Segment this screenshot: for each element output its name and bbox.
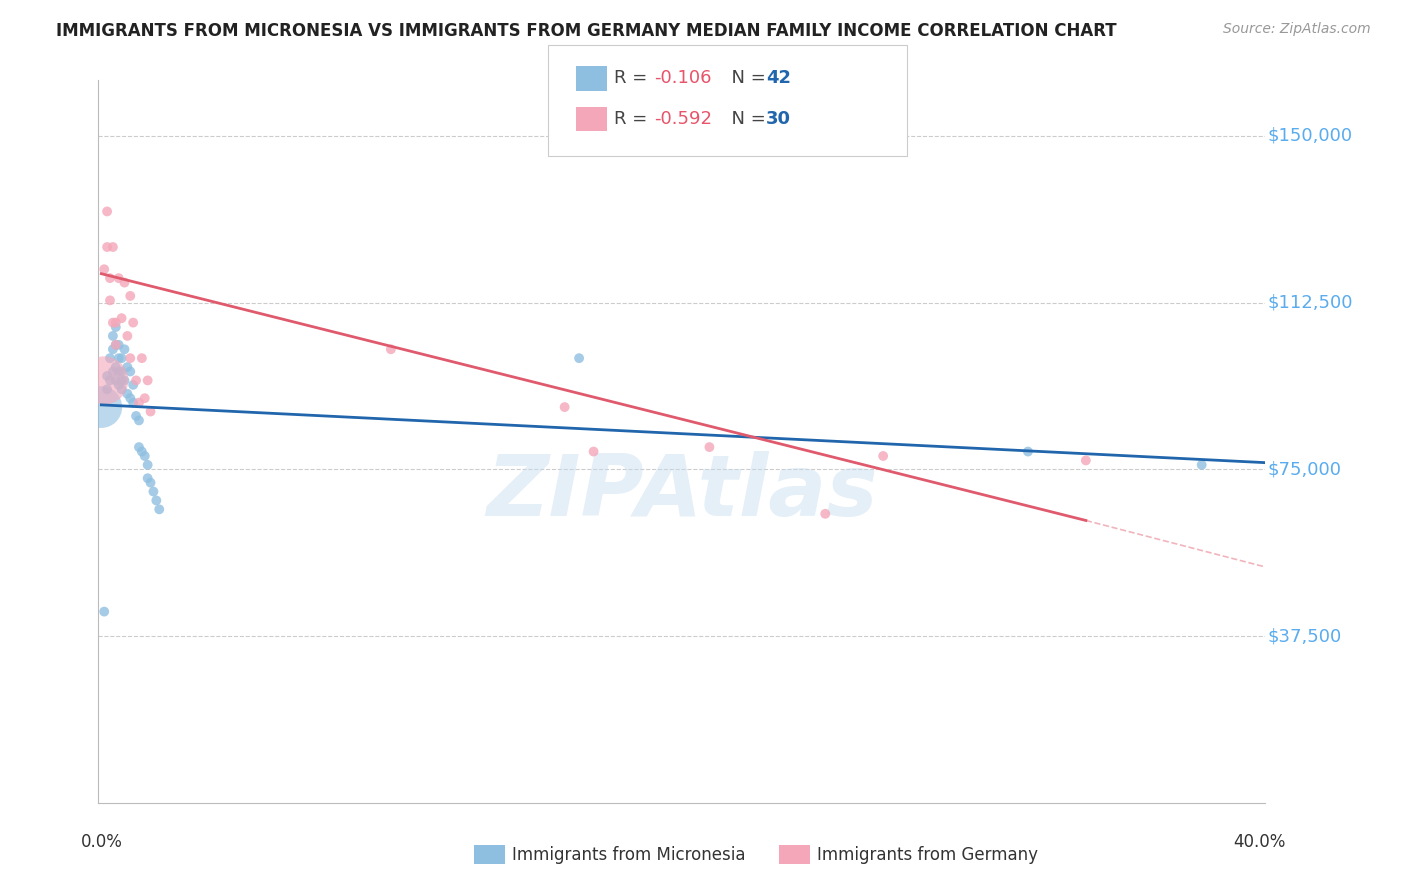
Point: [131, 444, 153, 458]
Text: ZIPAtlas: ZIPAtlas: [486, 450, 877, 533]
Point: [120, 364, 142, 378]
Point: [117, 329, 139, 343]
Text: 30: 30: [766, 110, 792, 128]
Point: [117, 360, 139, 375]
Point: [96, 368, 118, 383]
Point: [120, 289, 142, 303]
Point: [128, 413, 150, 427]
Point: [110, 382, 132, 396]
Point: [568, 351, 591, 366]
Point: [1074, 453, 1097, 467]
Point: [148, 502, 170, 516]
Point: [114, 343, 136, 357]
Point: [101, 240, 124, 254]
Point: [122, 395, 145, 409]
Point: [128, 395, 150, 409]
Point: [110, 373, 132, 387]
Point: [104, 360, 127, 375]
Text: R =: R =: [614, 70, 654, 87]
Point: [872, 449, 894, 463]
Point: [145, 493, 167, 508]
Point: [125, 409, 148, 423]
Text: $75,000: $75,000: [1268, 460, 1341, 478]
Text: $150,000: $150,000: [1268, 127, 1353, 145]
Text: N =: N =: [720, 70, 772, 87]
Point: [93, 605, 115, 619]
Point: [117, 386, 139, 401]
Point: [114, 276, 136, 290]
Text: N =: N =: [720, 110, 772, 128]
Point: [699, 440, 721, 454]
Point: [107, 338, 129, 352]
Point: [110, 364, 132, 378]
Point: [98, 373, 121, 387]
Text: R =: R =: [614, 110, 654, 128]
Text: -0.106: -0.106: [654, 70, 711, 87]
Text: 0.0%: 0.0%: [80, 833, 122, 851]
Text: Source: ZipAtlas.com: Source: ZipAtlas.com: [1223, 22, 1371, 37]
Point: [96, 204, 118, 219]
Point: [110, 351, 132, 366]
Point: [136, 373, 159, 387]
Point: [107, 351, 129, 366]
Point: [114, 373, 136, 387]
Point: [122, 377, 145, 392]
Point: [110, 311, 132, 326]
Point: [139, 404, 162, 418]
Point: [93, 262, 115, 277]
Point: [104, 320, 127, 334]
Point: [98, 293, 121, 308]
Point: [134, 449, 156, 463]
Point: [98, 271, 121, 285]
Text: $112,500: $112,500: [1268, 293, 1353, 311]
Point: [101, 316, 124, 330]
Text: -0.592: -0.592: [654, 110, 711, 128]
Point: [814, 507, 837, 521]
Text: 40.0%: 40.0%: [1233, 833, 1286, 851]
Point: [139, 475, 162, 490]
Point: [101, 343, 124, 357]
Point: [136, 471, 159, 485]
Point: [96, 240, 118, 254]
Point: [98, 351, 121, 366]
Point: [107, 377, 129, 392]
Point: [554, 400, 576, 414]
Text: IMMIGRANTS FROM MICRONESIA VS IMMIGRANTS FROM GERMANY MEDIAN FAMILY INCOME CORRE: IMMIGRANTS FROM MICRONESIA VS IMMIGRANTS…: [56, 22, 1116, 40]
Point: [93, 373, 115, 387]
Point: [104, 316, 127, 330]
Point: [122, 316, 145, 330]
Text: $37,500: $37,500: [1268, 627, 1341, 645]
Point: [104, 373, 127, 387]
Text: Immigrants from Germany: Immigrants from Germany: [817, 846, 1038, 863]
Point: [380, 343, 402, 357]
Point: [136, 458, 159, 472]
Point: [120, 391, 142, 405]
Point: [101, 329, 124, 343]
Point: [104, 338, 127, 352]
Point: [1191, 458, 1213, 472]
Point: [107, 364, 129, 378]
Point: [96, 382, 118, 396]
Point: [1017, 444, 1039, 458]
Point: [134, 391, 156, 405]
Text: Immigrants from Micronesia: Immigrants from Micronesia: [512, 846, 745, 863]
Point: [101, 364, 124, 378]
Point: [104, 338, 127, 352]
Point: [582, 444, 605, 458]
Point: [107, 271, 129, 285]
Point: [125, 373, 148, 387]
Point: [128, 440, 150, 454]
Point: [90, 400, 112, 414]
Point: [142, 484, 165, 499]
Point: [120, 351, 142, 366]
Point: [131, 351, 153, 366]
Text: 42: 42: [766, 70, 792, 87]
